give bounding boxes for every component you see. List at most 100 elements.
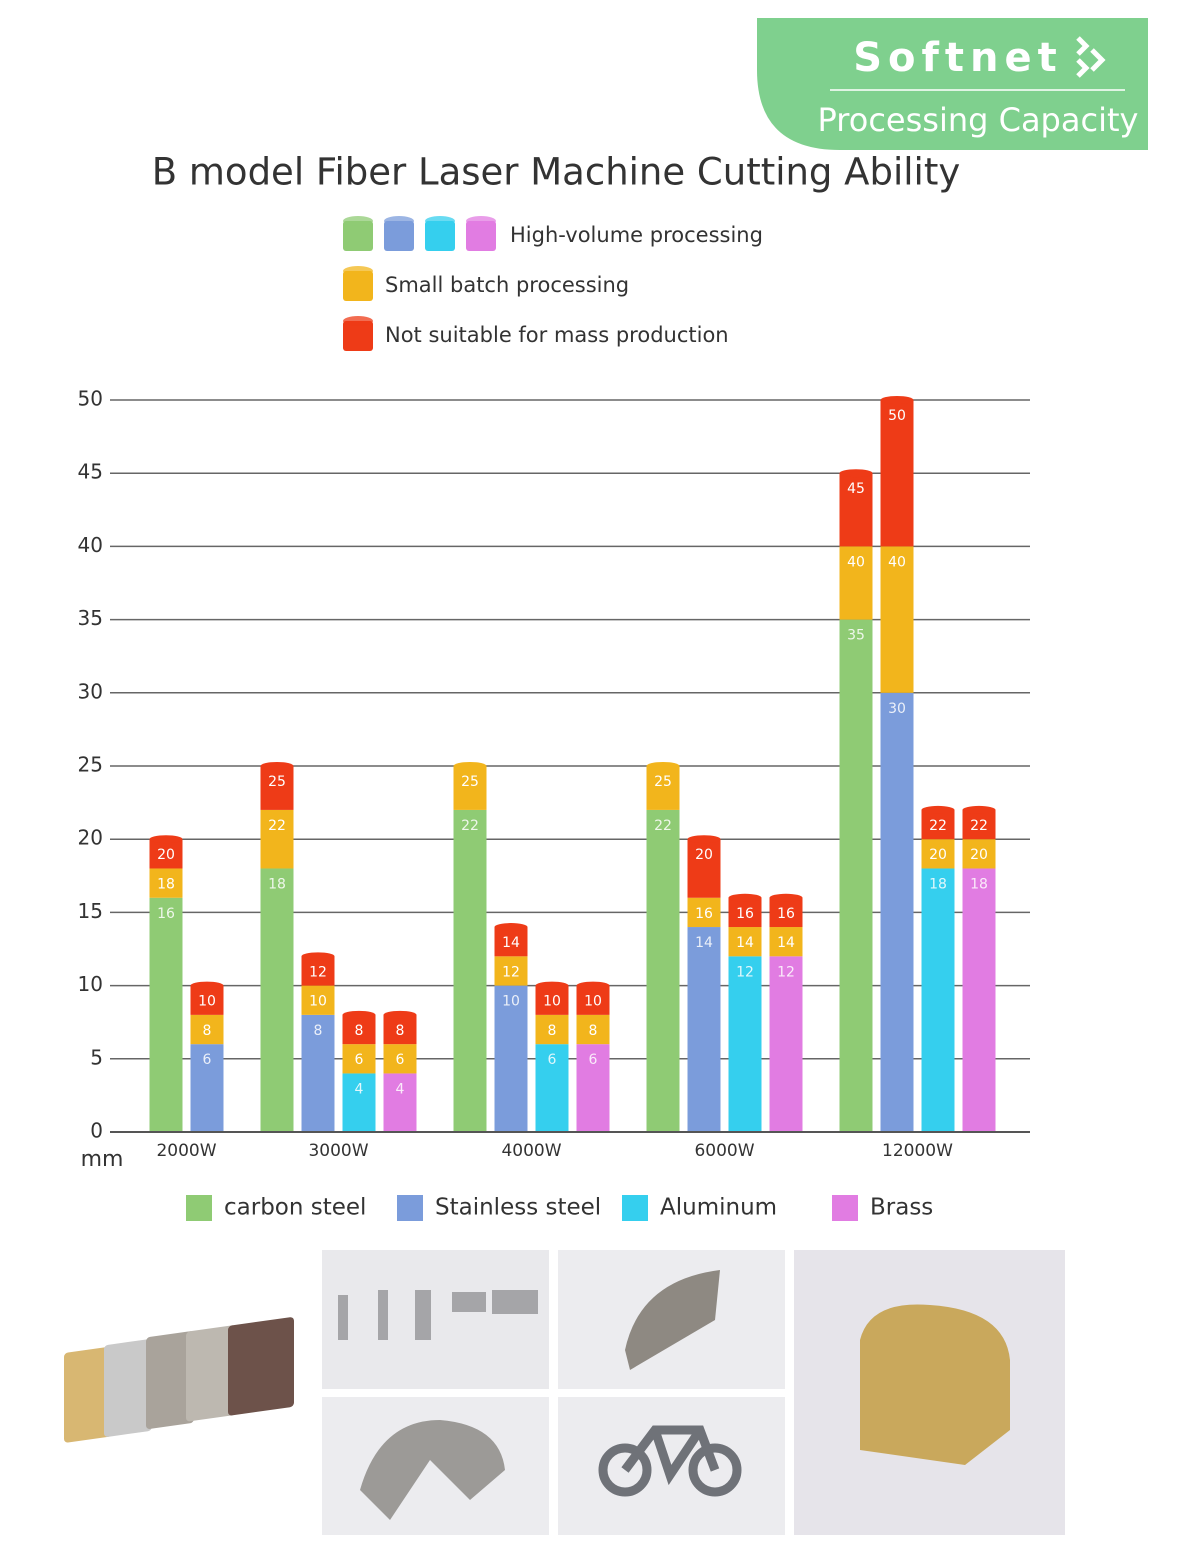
y-unit: mm — [81, 1147, 124, 1172]
bar-cap — [962, 805, 996, 814]
level-icon — [384, 221, 414, 251]
level-icon — [466, 216, 496, 226]
bar-segment — [260, 766, 294, 810]
level-icon — [425, 221, 455, 251]
bar-cap — [728, 893, 762, 902]
bar-segment — [342, 1014, 376, 1045]
bar-segment — [880, 400, 914, 547]
bar-segment — [535, 985, 569, 1015]
y-tick-label: 40 — [78, 533, 103, 557]
data-label: 22 — [268, 818, 286, 834]
data-label: 25 — [461, 774, 479, 790]
bar-cap — [576, 981, 610, 990]
data-label: 6 — [355, 1052, 364, 1068]
level-label: Small batch processing — [385, 273, 629, 297]
bar-segment — [880, 546, 914, 693]
y-tick-label: 0 — [90, 1119, 103, 1143]
data-label: 20 — [970, 847, 988, 863]
data-label: 18 — [970, 876, 988, 892]
header-badge — [757, 18, 1148, 150]
x-tick-label: 2000W — [156, 1141, 216, 1161]
bar-segment — [149, 897, 183, 1132]
data-label: 16 — [736, 906, 754, 922]
bar-segment — [962, 839, 996, 869]
y-tick-label: 15 — [78, 899, 103, 923]
y-tick-label: 25 — [78, 753, 103, 777]
bar-segment — [728, 897, 762, 928]
bar-segment — [383, 1014, 417, 1045]
data-label: 22 — [970, 818, 988, 834]
data-label: 12 — [309, 964, 327, 980]
data-label: 8 — [203, 1023, 212, 1039]
data-label: 10 — [198, 994, 216, 1010]
y-tick-label: 10 — [78, 972, 103, 996]
bar-cap — [149, 835, 183, 844]
bar-segment — [576, 1044, 610, 1132]
bar-segment — [880, 692, 914, 1132]
x-tick-label: 4000W — [501, 1141, 561, 1161]
bar-segment — [190, 1044, 224, 1132]
data-label: 4 — [396, 1081, 405, 1097]
brand-icon — [1076, 36, 1106, 78]
data-label: 12 — [502, 964, 520, 980]
bar-cap — [880, 396, 914, 404]
bar-cap — [494, 923, 528, 932]
data-label: 22 — [461, 818, 479, 834]
bar-segment — [301, 985, 335, 1015]
data-label: 6 — [396, 1052, 405, 1068]
data-label: 45 — [847, 481, 865, 497]
level-icon — [425, 216, 455, 226]
bar-cap — [769, 893, 803, 902]
bar-segment — [535, 1014, 569, 1045]
level-icon — [343, 321, 373, 351]
level-icon — [466, 221, 496, 251]
level-icon — [343, 216, 373, 226]
data-label: 18 — [268, 876, 286, 892]
sample-plates — [64, 1317, 294, 1443]
header-subtitle: Processing Capacity — [818, 101, 1139, 139]
data-label: 35 — [847, 628, 865, 644]
data-label: 8 — [355, 1023, 364, 1039]
level-icon — [343, 266, 373, 276]
data-label: 50 — [888, 408, 906, 424]
data-label: 6 — [203, 1052, 212, 1068]
bar-segment — [962, 809, 996, 840]
bar-segment — [576, 1014, 610, 1045]
data-label: 16 — [777, 906, 795, 922]
bar-segment — [839, 546, 873, 620]
level-icon — [343, 316, 373, 326]
bar-cap — [260, 762, 294, 770]
legend-swatch — [397, 1195, 423, 1221]
bar-cap — [383, 1010, 417, 1019]
bar-segment — [646, 809, 680, 1132]
data-label: 22 — [929, 818, 947, 834]
legend-swatch — [186, 1195, 212, 1221]
data-label: 16 — [157, 906, 175, 922]
photo-gear — [322, 1397, 549, 1535]
data-label: 12 — [777, 964, 795, 980]
bar-cap — [190, 981, 224, 990]
bar-segment — [687, 839, 721, 898]
bar-segment — [190, 985, 224, 1015]
data-label: 30 — [888, 701, 906, 717]
level-icon — [343, 221, 373, 251]
data-label: 12 — [736, 964, 754, 980]
legend-swatch — [622, 1195, 648, 1221]
bar-segment — [535, 1044, 569, 1132]
bar-segment — [494, 956, 528, 986]
bar-segment — [149, 839, 183, 869]
bar-segment — [149, 868, 183, 898]
bar-segment — [921, 839, 955, 869]
bar-cap — [342, 1010, 376, 1019]
x-tick-label: 6000W — [694, 1141, 754, 1161]
legend-label: carbon steel — [224, 1195, 366, 1221]
bar-segment — [646, 766, 680, 810]
y-tick-label: 5 — [90, 1045, 103, 1069]
data-label: 20 — [695, 847, 713, 863]
y-tick-label: 50 — [78, 387, 103, 411]
bar-segment — [687, 897, 721, 928]
bar-segment — [728, 956, 762, 1132]
bar-segment — [342, 1073, 376, 1132]
photo-stainless — [322, 1250, 549, 1389]
data-label: 10 — [543, 994, 561, 1010]
